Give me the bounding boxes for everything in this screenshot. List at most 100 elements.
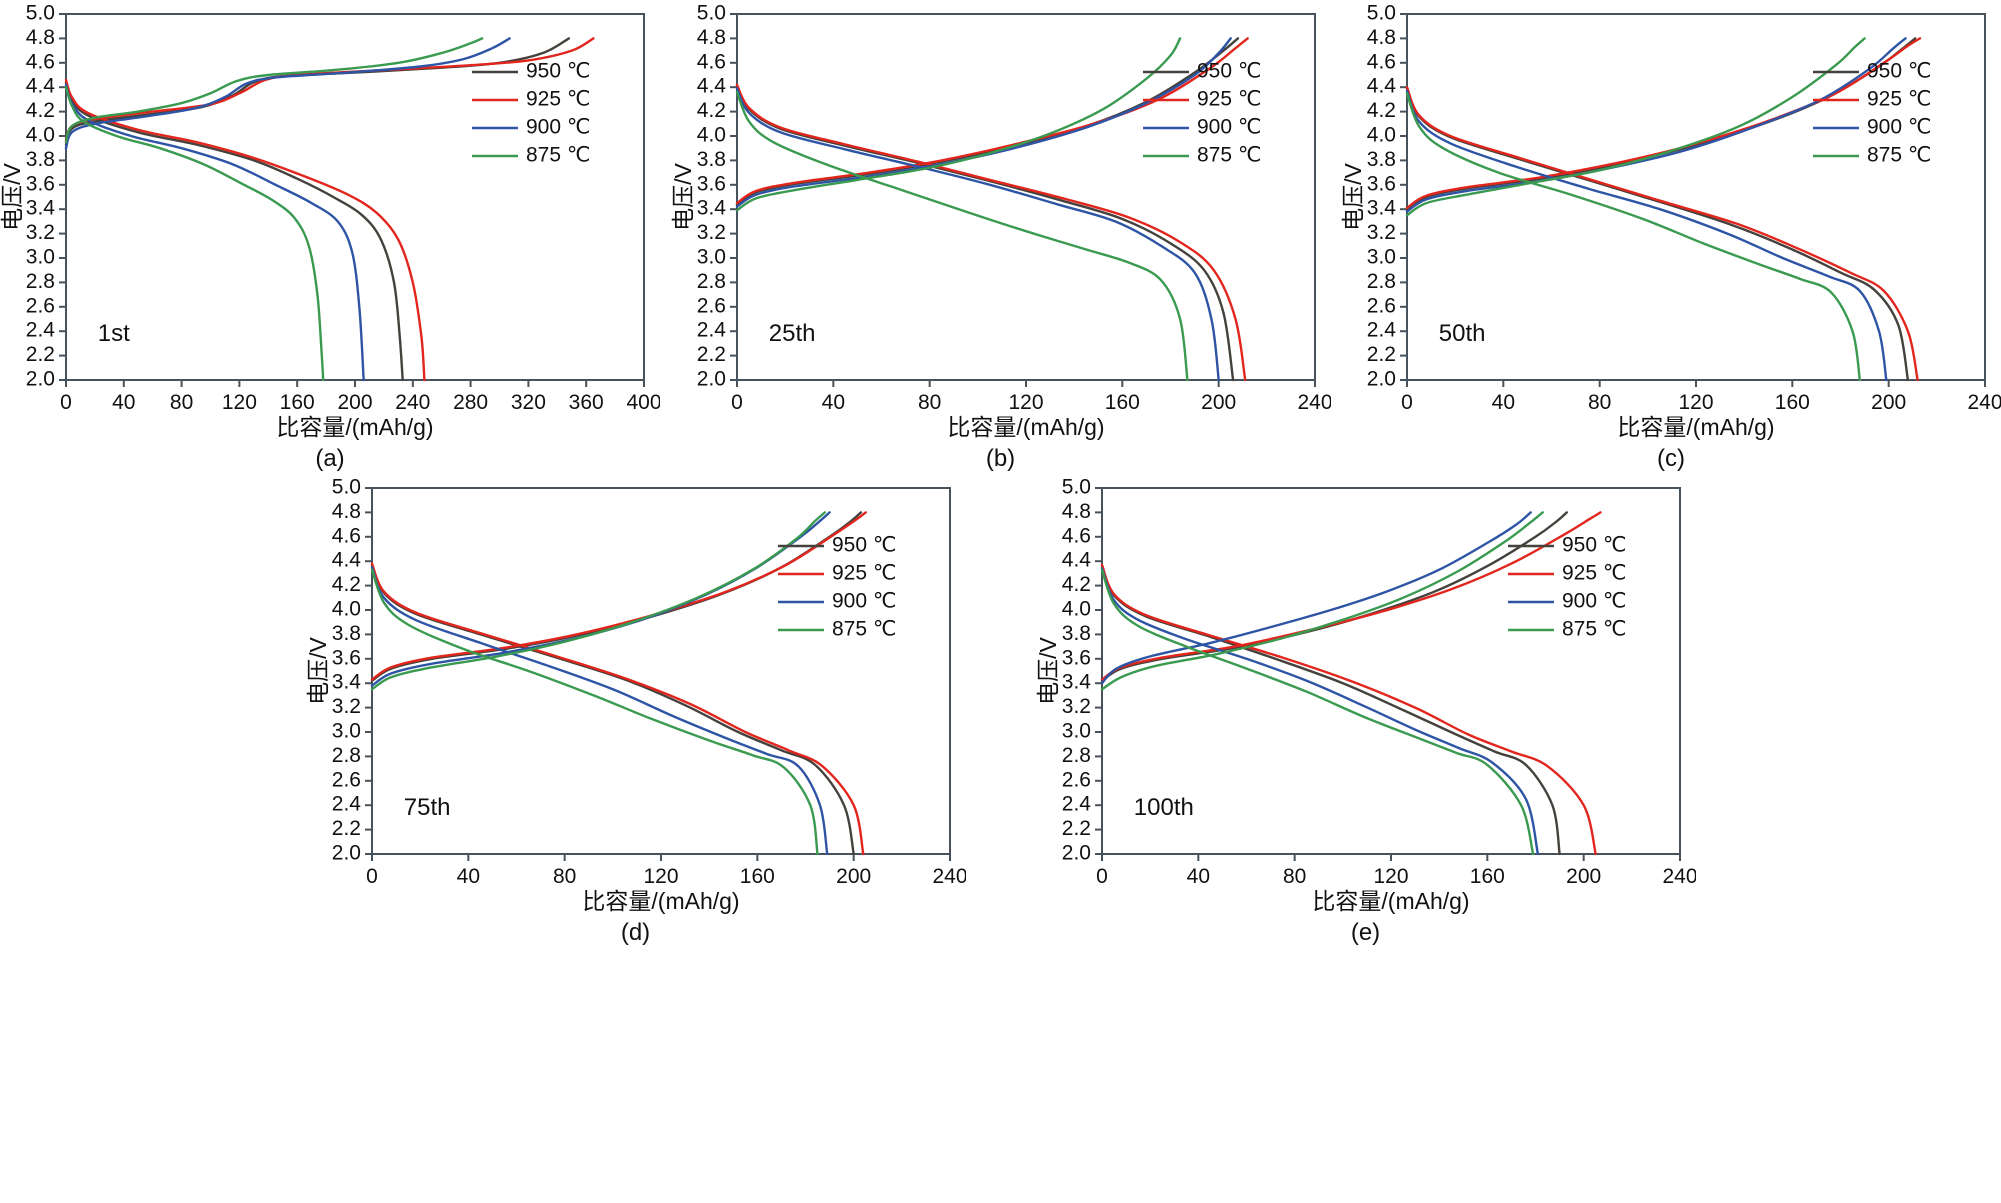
svg-text:2.2: 2.2 (331, 817, 360, 840)
svg-text:3.8: 3.8 (696, 148, 725, 171)
curve-discharge (735, 83, 1246, 382)
y-axis: 2.02.22.42.62.83.03.23.43.63.84.04.24.44… (331, 476, 372, 865)
svg-text:160: 160 (739, 865, 774, 888)
cycle-label: 25th (768, 320, 815, 347)
svg-text:120: 120 (222, 391, 257, 414)
x-axis: 0 40 80 120 160 200 240 (366, 854, 967, 888)
svg-text:4.8: 4.8 (1367, 26, 1396, 49)
svg-text:40: 40 (456, 865, 479, 888)
x-axis-title: 比容量/(mAh/g) (582, 888, 739, 914)
cycle-label: 75th (403, 794, 450, 821)
plot-border (65, 13, 645, 381)
x-axis-title: 比容量/(mAh/g) (1617, 414, 1774, 440)
svg-text:3.6: 3.6 (331, 646, 360, 669)
svg-text:200: 200 (1871, 391, 1906, 414)
curve-discharge (1100, 563, 1597, 856)
svg-text:2.0: 2.0 (1367, 368, 1396, 391)
svg-text:2.6: 2.6 (1061, 768, 1090, 791)
chart-svg-e: 2.02.22.42.62.83.03.23.43.63.84.04.24.44… (1035, 476, 1698, 914)
svg-text:4.2: 4.2 (26, 99, 55, 122)
svg-text:40: 40 (1492, 391, 1515, 414)
svg-text:3.8: 3.8 (1367, 148, 1396, 171)
svg-text:2.6: 2.6 (1367, 294, 1396, 317)
y-axis: 2.02.22.42.62.83.03.23.43.63.84.04.24.44… (1367, 2, 1407, 391)
svg-text:5.0: 5.0 (696, 4, 725, 25)
legend-label: 950 ℃ (1197, 60, 1261, 83)
curve-charge (735, 37, 1232, 208)
svg-text:40: 40 (1186, 865, 1209, 888)
svg-text:4.6: 4.6 (26, 50, 55, 73)
svg-text:320: 320 (511, 391, 546, 414)
y-axis-title: 电压/V (1341, 162, 1366, 230)
svg-text:120: 120 (1678, 391, 1713, 414)
svg-text:80: 80 (917, 391, 940, 414)
svg-text:4.0: 4.0 (696, 124, 725, 147)
svg-text:2.2: 2.2 (26, 343, 55, 366)
svg-text:120: 120 (643, 865, 678, 888)
svg-text:3.4: 3.4 (1061, 671, 1091, 694)
svg-text:3.0: 3.0 (696, 246, 725, 269)
legend-label: 925 ℃ (1197, 88, 1261, 111)
series-curves (370, 511, 867, 856)
legend-label: 925 ℃ (832, 562, 896, 585)
legend-label: 925 ℃ (1867, 88, 1931, 111)
svg-text:3.6: 3.6 (1061, 646, 1090, 669)
legend-label: 900 ℃ (526, 116, 590, 139)
svg-text:4.2: 4.2 (1061, 573, 1090, 596)
svg-text:2.4: 2.4 (1061, 793, 1091, 816)
chart-block-75th: 2.0 2.2 2.4 2.6 2.8 3.0 3.2 3.4 3.6 3.8 4.0 4.2 4.4 4… (305, 476, 968, 950)
y-axis-title: 电压/V (671, 162, 696, 230)
svg-text:4.0: 4.0 (1367, 124, 1396, 147)
svg-text:4.4: 4.4 (331, 549, 361, 572)
svg-text:0: 0 (366, 865, 378, 888)
svg-text:2.4: 2.4 (1367, 319, 1397, 342)
svg-text:2.6: 2.6 (26, 294, 55, 317)
legend-label: 950 ℃ (832, 534, 896, 557)
svg-text:4.0: 4.0 (1061, 598, 1090, 621)
svg-text:3.0: 3.0 (331, 720, 360, 743)
svg-text:4.8: 4.8 (26, 26, 55, 49)
svg-text:2.8: 2.8 (1367, 270, 1396, 293)
x-axis: 0 40 80 120 160 200 240 (1401, 380, 2001, 414)
y-axis-title: 电压/V (306, 636, 331, 704)
subfigure-label-d: (d) (620, 919, 651, 946)
legend-label: 875 ℃ (1562, 618, 1626, 641)
svg-text:120: 120 (1373, 865, 1408, 888)
svg-text:80: 80 (1588, 391, 1611, 414)
svg-text:3.2: 3.2 (696, 221, 725, 244)
cycle-label: 100th (1133, 794, 1193, 821)
svg-text:3.6: 3.6 (26, 172, 55, 195)
svg-text:5.0: 5.0 (26, 4, 55, 25)
svg-text:3.6: 3.6 (696, 172, 725, 195)
svg-text:3.0: 3.0 (1367, 246, 1396, 269)
legend-label: 950 ℃ (526, 60, 590, 83)
svg-text:160: 160 (1104, 391, 1139, 414)
legend-label: 900 ℃ (832, 590, 896, 613)
svg-text:2.2: 2.2 (696, 343, 725, 366)
svg-text:160: 160 (1775, 391, 1810, 414)
curve-discharge (370, 568, 819, 856)
svg-text:4.4: 4.4 (26, 75, 56, 98)
plot-border (1100, 487, 1681, 855)
top-row: 2.0 2.2 2.4 2.6 2.8 3.0 3.2 3.4 3.6 3.8 4.0 4.2 4.4 4… (0, 2, 2001, 476)
legend: 950 ℃ 925 ℃ 900 ℃ 875 ℃ (472, 60, 590, 167)
cycle-label: 50th (1439, 320, 1486, 347)
svg-text:2.8: 2.8 (1061, 744, 1090, 767)
legend: 950 ℃ 925 ℃ 900 ℃ 875 ℃ (777, 534, 896, 641)
svg-text:4.8: 4.8 (696, 26, 725, 49)
curve-discharge (1405, 89, 1888, 382)
subfigure-label-c: (c) (1657, 445, 1685, 472)
svg-text:3.6: 3.6 (1367, 172, 1396, 195)
y-axis: 2.02.22.42.62.83.03.23.43.63.84.04.24.44… (696, 2, 737, 391)
x-axis-title: 比容量/(mAh/g) (947, 414, 1104, 440)
svg-text:280: 280 (453, 391, 488, 414)
svg-text:0: 0 (1096, 865, 1108, 888)
x-axis: 0 40 80 120 160 200 240 280 320 360 400 (60, 380, 662, 414)
svg-text:3.2: 3.2 (1061, 695, 1090, 718)
svg-text:2.4: 2.4 (331, 793, 361, 816)
svg-text:4.6: 4.6 (1367, 50, 1396, 73)
figure-panel-grid: 2.0 2.2 2.4 2.6 2.8 3.0 3.2 3.4 3.6 3.8 4.0 4.2 4.4 4… (0, 2, 2001, 950)
legend: 950 ℃ 925 ℃ 900 ℃ 875 ℃ (1813, 60, 1931, 167)
x-axis-title: 比容量/(mAh/g) (1312, 888, 1469, 914)
curve-discharge (1405, 86, 1919, 382)
